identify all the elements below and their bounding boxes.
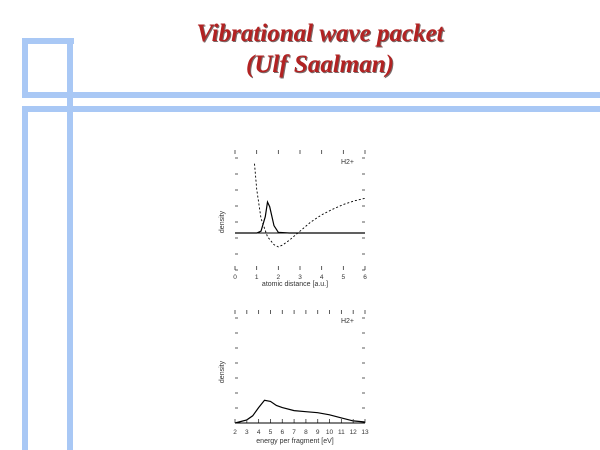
top-xlabel: atomic distance [a.u.] xyxy=(262,281,328,288)
bottom-x-tick-label: 2 xyxy=(233,429,237,436)
bottom-ylabel: density xyxy=(219,360,226,383)
top-x-tick-label: 2 xyxy=(277,274,281,281)
title-line-1: Vibrational wave packet xyxy=(196,20,444,47)
bottom-x-tick-label: 10 xyxy=(326,429,334,436)
top-x-tick-label: 0 xyxy=(233,274,237,281)
top-x-tick-label: 3 xyxy=(298,274,302,281)
frame-inner-vertical xyxy=(67,38,73,450)
bottom-x-tick-label: 9 xyxy=(316,429,320,436)
slide-title: Vibrational wave packet (Ulf Saalman) xyxy=(140,18,500,80)
bottom-x-tick-label: 8 xyxy=(304,429,308,436)
top-x-tick-label: 1 xyxy=(255,274,259,281)
top-panel: density H2+ atomic distance [a.u.] 0 1 2 3 4… xyxy=(219,159,367,288)
bottom-x-tick-label: 7 xyxy=(292,429,296,436)
top-panel-label: H2+ xyxy=(341,159,354,166)
bottom-panel-label: H2+ xyxy=(341,318,354,325)
frame-horizontal-bar xyxy=(22,92,600,98)
top-x-tick-label: 5 xyxy=(342,274,346,281)
frame-outer-top xyxy=(22,38,74,44)
frame-left-vertical xyxy=(22,106,28,450)
bottom-x-tick-label: 11 xyxy=(338,429,345,436)
frame-outer-left xyxy=(22,38,28,98)
bottom-x-tick-label: 12 xyxy=(350,429,358,436)
bottom-x-tick-label: 6 xyxy=(280,429,284,436)
top-x-tick-labels: 0 1 2 3 4 5 6 xyxy=(233,274,367,281)
top-x-tick-label: 6 xyxy=(363,274,367,281)
top-x-tick-label: 4 xyxy=(320,274,324,281)
title-line-2: (Ulf Saalman) xyxy=(246,51,394,78)
bottom-x-tick-label: 4 xyxy=(257,429,261,436)
bottom-panel: density H2+ energy per fragment [eV] 2 3 4… xyxy=(219,318,369,445)
top-series-solid-line xyxy=(235,199,365,234)
frame-lower-bar xyxy=(22,106,600,112)
bottom-xlabel: energy per fragment [eV] xyxy=(256,438,333,445)
top-series-dashed-line xyxy=(254,163,366,248)
bottom-x-tick-label: 13 xyxy=(361,429,369,436)
bottom-x-tick-labels: 2 3 4 5 6 7 8 9 10 11 12 13 xyxy=(233,429,369,436)
bottom-x-tick-label: 5 xyxy=(269,429,273,436)
bottom-series-solid-line xyxy=(234,399,366,424)
axes-layer xyxy=(234,150,366,424)
top-ylabel: density xyxy=(219,210,226,233)
bottom-x-tick-label: 3 xyxy=(245,429,249,436)
